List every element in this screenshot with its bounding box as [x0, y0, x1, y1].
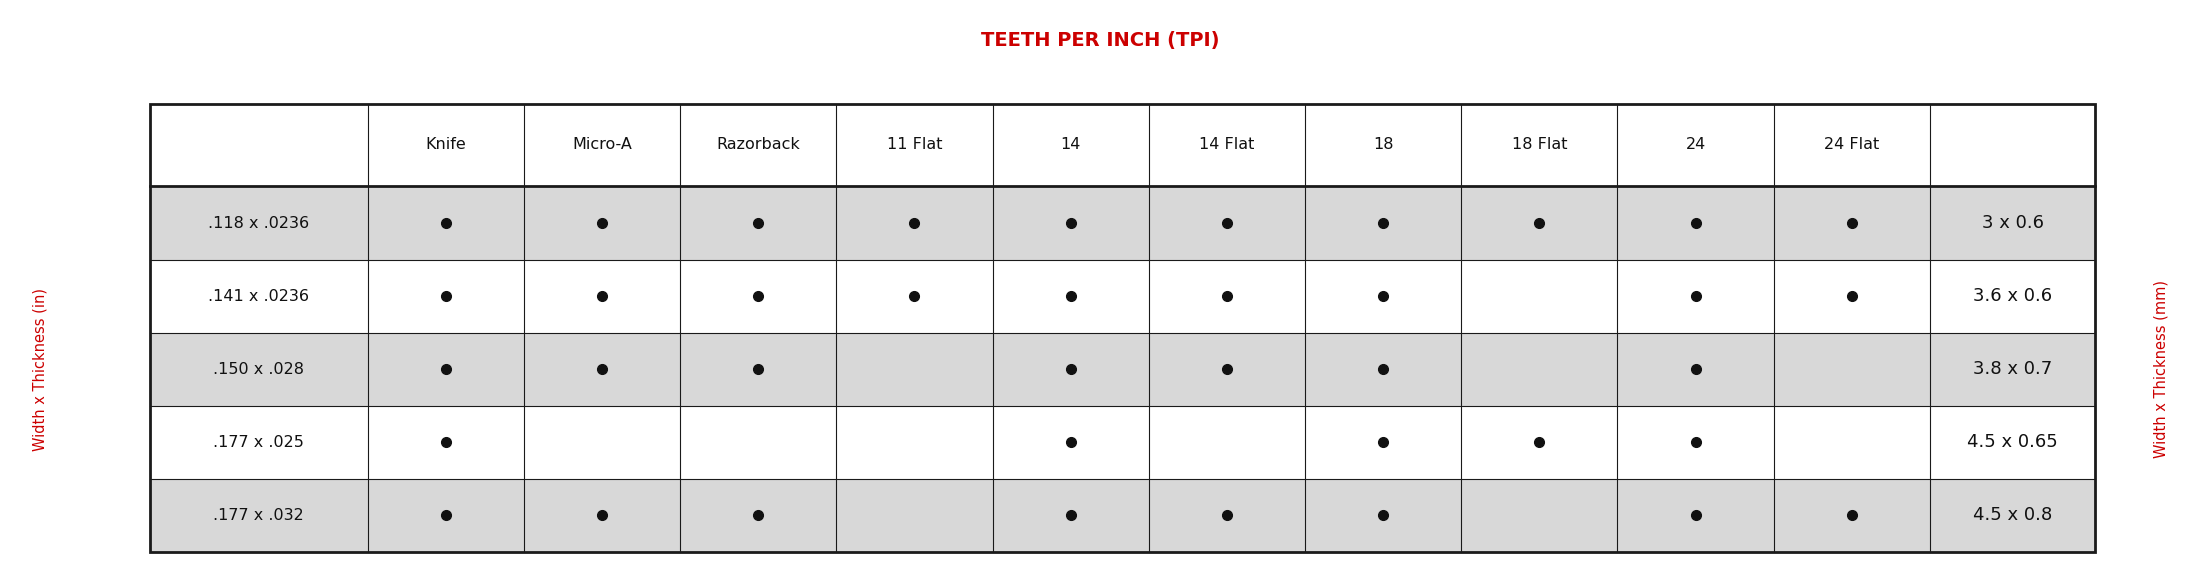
Text: 4.5 x 0.65: 4.5 x 0.65 [1968, 434, 2058, 451]
Text: 3.6 x 0.6: 3.6 x 0.6 [1972, 287, 2051, 305]
Text: 3 x 0.6: 3 x 0.6 [1981, 214, 2045, 232]
Text: Width x Thickness (in): Width x Thickness (in) [33, 288, 46, 451]
Text: 3.8 x 0.7: 3.8 x 0.7 [1972, 360, 2051, 378]
Text: Width x Thickness (mm): Width x Thickness (mm) [2155, 280, 2168, 458]
Text: Knife: Knife [425, 137, 467, 152]
FancyBboxPatch shape [150, 406, 2095, 479]
Text: .150 x .028: .150 x .028 [213, 362, 304, 377]
Text: Micro-A: Micro-A [572, 137, 632, 152]
Text: .177 x .025: .177 x .025 [213, 435, 304, 450]
Text: 24 Flat: 24 Flat [1825, 137, 1880, 152]
Text: 24: 24 [1686, 137, 1706, 152]
Text: 14 Flat: 14 Flat [1200, 137, 1255, 152]
Text: .177 x .032: .177 x .032 [213, 508, 304, 523]
FancyBboxPatch shape [150, 186, 2095, 259]
Text: 18: 18 [1373, 137, 1393, 152]
Text: 14: 14 [1061, 137, 1081, 152]
Text: 11 Flat: 11 Flat [887, 137, 942, 152]
Text: .141 x .0236: .141 x .0236 [209, 289, 308, 304]
FancyBboxPatch shape [368, 104, 2095, 186]
FancyBboxPatch shape [150, 259, 2095, 333]
Text: 18 Flat: 18 Flat [1512, 137, 1567, 152]
FancyBboxPatch shape [150, 479, 2095, 552]
Text: 4.5 x 0.8: 4.5 x 0.8 [1972, 507, 2051, 524]
Text: Razorback: Razorback [715, 137, 799, 152]
Text: .118 x .0236: .118 x .0236 [209, 216, 308, 231]
FancyBboxPatch shape [150, 333, 2095, 406]
Text: TEETH PER INCH (TPI): TEETH PER INCH (TPI) [982, 30, 1219, 50]
